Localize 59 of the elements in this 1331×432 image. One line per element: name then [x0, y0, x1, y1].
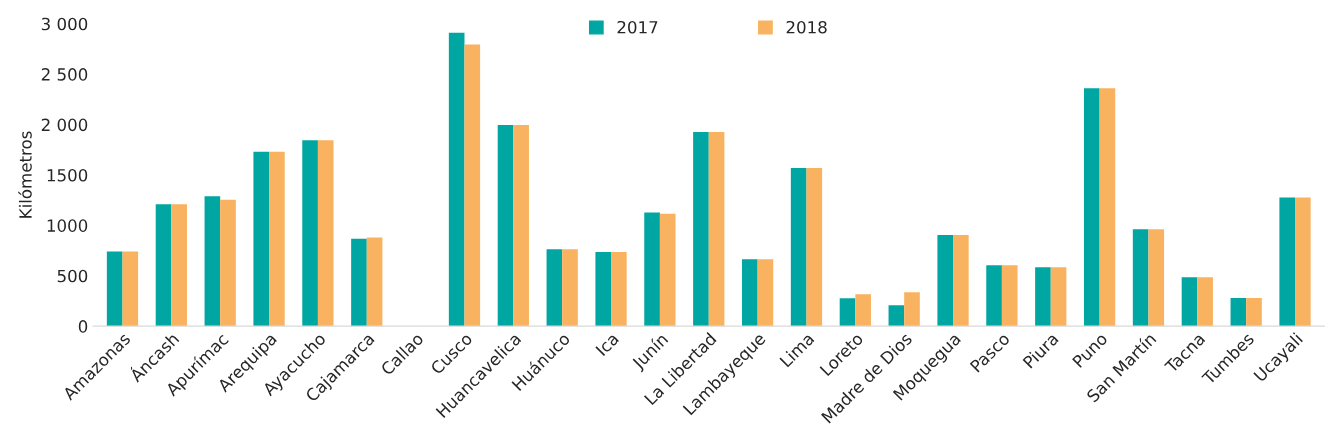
bar: [986, 265, 1002, 327]
bar: [155, 204, 172, 327]
bar: [513, 125, 529, 327]
bar: [366, 237, 383, 327]
bar: [106, 251, 123, 327]
bar: [351, 238, 367, 327]
y-tick-label: 3 000: [41, 17, 88, 31]
bar: [806, 167, 823, 327]
bar: [839, 298, 856, 327]
bar: [1148, 229, 1165, 327]
bar: [269, 151, 285, 327]
bar: [1132, 229, 1149, 327]
bar: [708, 132, 725, 327]
y-tick-label: 500: [57, 269, 88, 283]
bar: [1246, 297, 1262, 327]
bar: [1083, 88, 1100, 327]
bar: [464, 44, 481, 327]
bar: [448, 32, 465, 327]
bar: [1050, 267, 1067, 327]
bar: [693, 132, 709, 327]
y-tick-label: 0: [78, 320, 88, 333]
bar: [1279, 197, 1296, 327]
bar: [1001, 265, 1018, 327]
bar: [220, 199, 236, 327]
y-tick-label: 1500: [47, 168, 88, 182]
bar: [644, 212, 660, 327]
y-tick-label: 2 500: [41, 68, 88, 81]
bar: [659, 213, 676, 327]
bar: [122, 251, 139, 327]
bar: [937, 235, 954, 327]
bar: [1197, 277, 1213, 327]
bar: [757, 259, 774, 327]
bar: [546, 249, 563, 327]
y-axis-title: Kilómetros: [18, 131, 32, 218]
bar: [953, 235, 969, 327]
bar: [171, 204, 187, 327]
bar: [1230, 297, 1247, 327]
bar: [790, 167, 807, 327]
legend-label: 2017: [617, 20, 658, 34]
bar: [741, 259, 758, 327]
bar: [317, 140, 334, 327]
bar: [497, 125, 514, 327]
bar: [253, 151, 270, 327]
bar: [888, 305, 905, 327]
bar: [1295, 197, 1311, 327]
bar: [595, 252, 612, 327]
bar: [904, 292, 920, 327]
bar: [204, 196, 221, 327]
bar: [1181, 277, 1198, 327]
x-tick-label: Ica: [595, 332, 620, 357]
bar: [1099, 88, 1116, 327]
bar: [1035, 267, 1051, 327]
bar: [855, 294, 871, 327]
y-tick-label: 1000: [47, 219, 88, 232]
y-tick-label: 2 000: [41, 118, 88, 132]
bar: [611, 252, 627, 327]
bar: [302, 140, 318, 327]
bar: [562, 249, 578, 327]
legend-label: 2018: [786, 20, 827, 34]
